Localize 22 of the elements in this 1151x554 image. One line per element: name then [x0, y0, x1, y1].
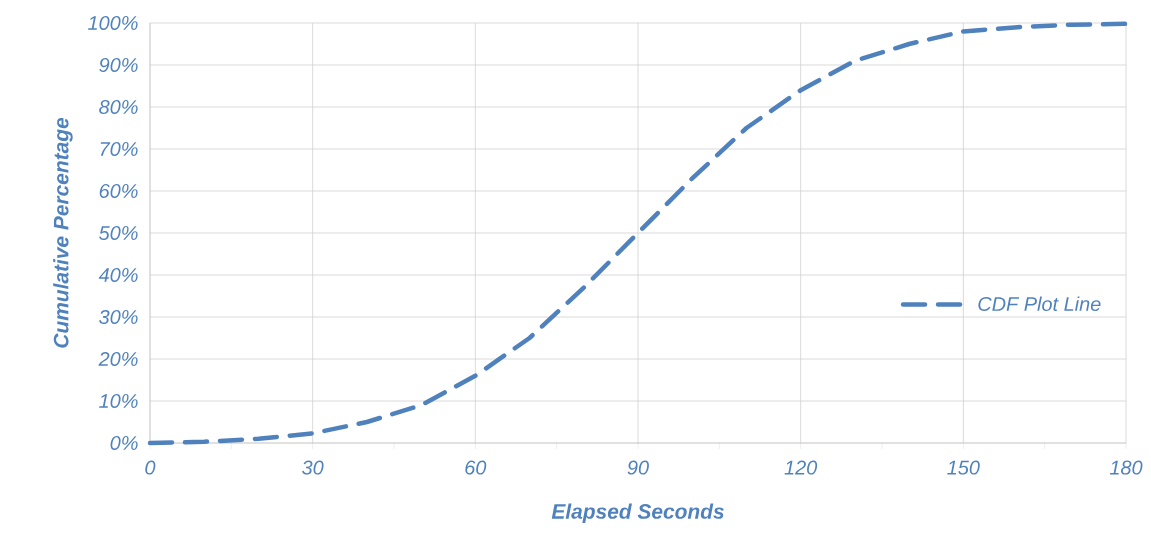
x-tick-label: 30 — [302, 460, 324, 475]
y-tick-label: 50% — [99, 225, 138, 241]
x-tick-label: 60 — [465, 460, 487, 475]
y-tick-label: 80% — [99, 99, 138, 115]
y-axis-title: Cumulative Percentage — [53, 117, 73, 348]
x-tick-label: 120 — [784, 460, 818, 475]
legend-label: CDF Plot Line — [978, 296, 1101, 312]
y-tick-label: 40% — [98, 267, 138, 283]
y-tick-label: 30% — [99, 309, 138, 325]
line-series — [147, 21, 1129, 446]
x-tick-label: 0 — [145, 460, 156, 475]
y-tick-label: 10% — [99, 393, 138, 409]
x-tick-label: 90 — [627, 460, 649, 475]
x-tick-label: 150 — [947, 460, 980, 475]
y-tick-label: 100% — [88, 15, 138, 31]
y-tick-label: 70% — [100, 141, 138, 157]
x-tick-label: 180 — [1109, 460, 1143, 475]
y-tick-label: 20% — [98, 351, 138, 367]
y-tick-label: 0% — [110, 435, 138, 451]
y-tick-label: 90% — [99, 57, 138, 73]
x-axis-title: Elapsed Seconds — [551, 503, 724, 523]
y-tick-label: 60% — [99, 183, 138, 199]
